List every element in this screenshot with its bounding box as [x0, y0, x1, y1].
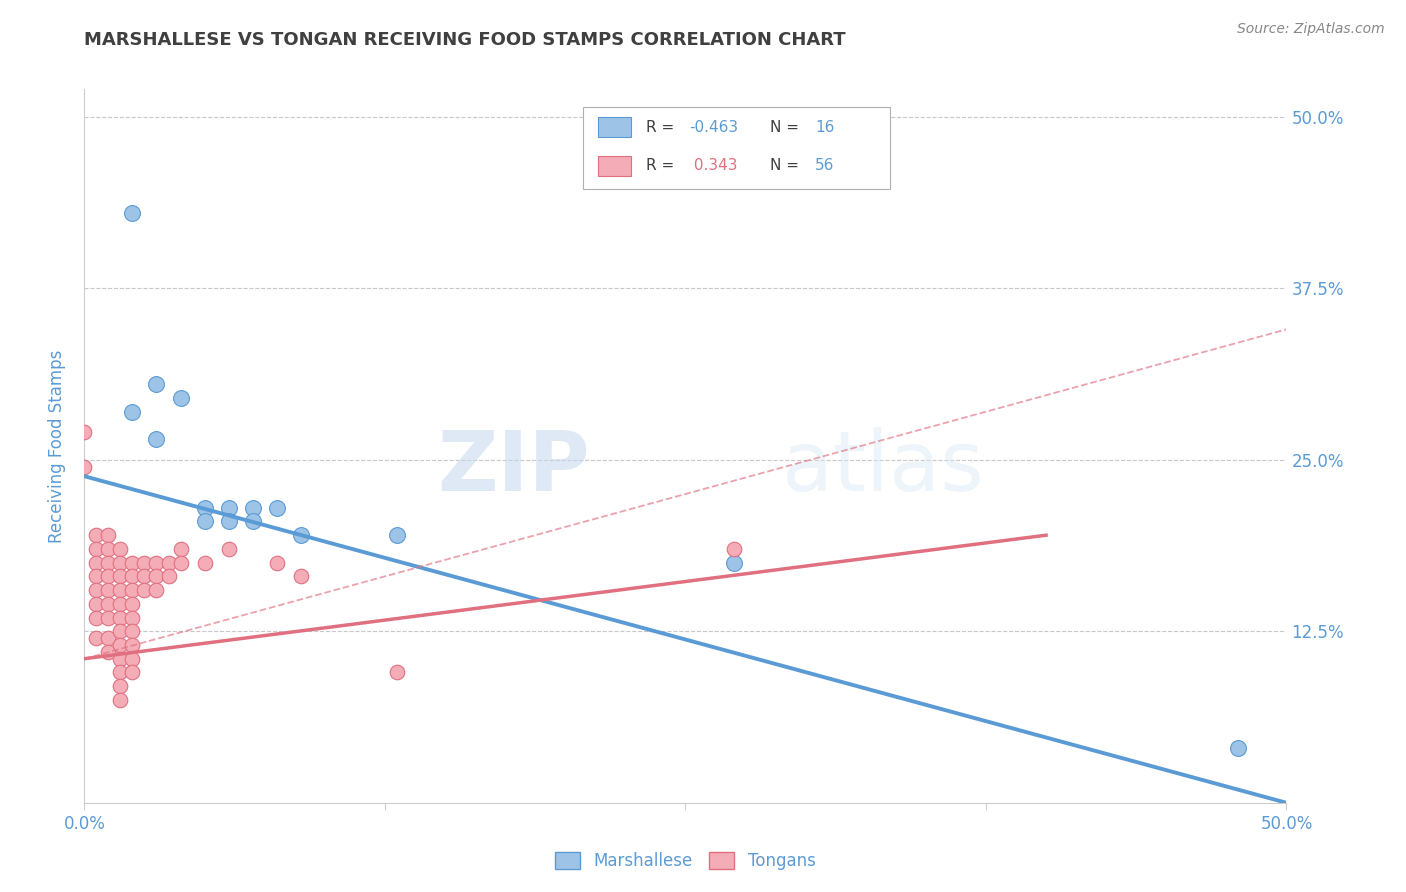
- Point: [86, 569, 108, 583]
- Point: [218, 541, 240, 556]
- Point: [242, 500, 264, 515]
- Point: [110, 541, 132, 556]
- Point: [97, 569, 120, 583]
- Point: [218, 500, 240, 515]
- Point: [290, 569, 312, 583]
- Point: [97, 541, 120, 556]
- Point: [86, 528, 108, 542]
- Point: [145, 377, 167, 392]
- Point: [97, 528, 120, 542]
- Point: [145, 569, 167, 583]
- Point: [218, 515, 240, 529]
- Text: R =: R =: [645, 120, 679, 135]
- Point: [145, 556, 167, 570]
- Point: [194, 515, 217, 529]
- FancyBboxPatch shape: [598, 117, 631, 137]
- Point: [86, 556, 108, 570]
- Point: [121, 583, 143, 598]
- Point: [194, 500, 217, 515]
- Text: 0.343: 0.343: [689, 158, 738, 173]
- Point: [1227, 740, 1250, 755]
- Text: N =: N =: [769, 158, 803, 173]
- Point: [86, 583, 108, 598]
- Y-axis label: Receiving Food Stamps: Receiving Food Stamps: [48, 350, 66, 542]
- Text: R =: R =: [645, 158, 679, 173]
- Point: [97, 583, 120, 598]
- Point: [86, 541, 108, 556]
- Point: [169, 541, 191, 556]
- Point: [97, 645, 120, 659]
- Point: [169, 391, 191, 405]
- Point: [385, 665, 408, 680]
- Point: [723, 556, 745, 570]
- Text: atlas: atlas: [782, 427, 983, 508]
- Point: [385, 528, 408, 542]
- Point: [86, 597, 108, 611]
- Point: [110, 610, 132, 624]
- Point: [86, 631, 108, 645]
- Point: [242, 515, 264, 529]
- Point: [110, 693, 132, 707]
- Text: N =: N =: [769, 120, 803, 135]
- Point: [134, 569, 156, 583]
- Point: [97, 631, 120, 645]
- Point: [157, 569, 180, 583]
- Legend: Marshallese, Tongans: Marshallese, Tongans: [548, 845, 823, 877]
- Point: [121, 624, 143, 639]
- Point: [110, 583, 132, 598]
- Point: [134, 556, 156, 570]
- Point: [194, 556, 217, 570]
- Point: [110, 679, 132, 693]
- Point: [266, 556, 288, 570]
- Point: [266, 500, 288, 515]
- Point: [145, 432, 167, 446]
- Text: Source: ZipAtlas.com: Source: ZipAtlas.com: [1237, 22, 1385, 37]
- Point: [73, 425, 96, 440]
- Point: [110, 597, 132, 611]
- Point: [290, 528, 312, 542]
- Point: [169, 556, 191, 570]
- Text: ZIP: ZIP: [437, 427, 589, 508]
- Point: [110, 638, 132, 652]
- Text: MARSHALLESE VS TONGAN RECEIVING FOOD STAMPS CORRELATION CHART: MARSHALLESE VS TONGAN RECEIVING FOOD STA…: [84, 31, 846, 49]
- FancyBboxPatch shape: [583, 107, 890, 189]
- Point: [121, 405, 143, 419]
- Point: [121, 665, 143, 680]
- Text: 16: 16: [815, 120, 835, 135]
- Point: [121, 556, 143, 570]
- Point: [121, 597, 143, 611]
- Point: [723, 541, 745, 556]
- Point: [121, 205, 143, 219]
- Point: [110, 665, 132, 680]
- Point: [86, 610, 108, 624]
- Point: [97, 597, 120, 611]
- Point: [121, 638, 143, 652]
- Text: 56: 56: [815, 158, 835, 173]
- Point: [110, 556, 132, 570]
- Point: [73, 459, 96, 474]
- Point: [97, 610, 120, 624]
- Point: [121, 610, 143, 624]
- Point: [157, 556, 180, 570]
- Point: [145, 583, 167, 598]
- Point: [110, 624, 132, 639]
- Point: [110, 651, 132, 665]
- Point: [97, 556, 120, 570]
- FancyBboxPatch shape: [598, 155, 631, 176]
- Point: [134, 583, 156, 598]
- Text: -0.463: -0.463: [689, 120, 738, 135]
- Point: [121, 651, 143, 665]
- Point: [121, 569, 143, 583]
- Point: [110, 569, 132, 583]
